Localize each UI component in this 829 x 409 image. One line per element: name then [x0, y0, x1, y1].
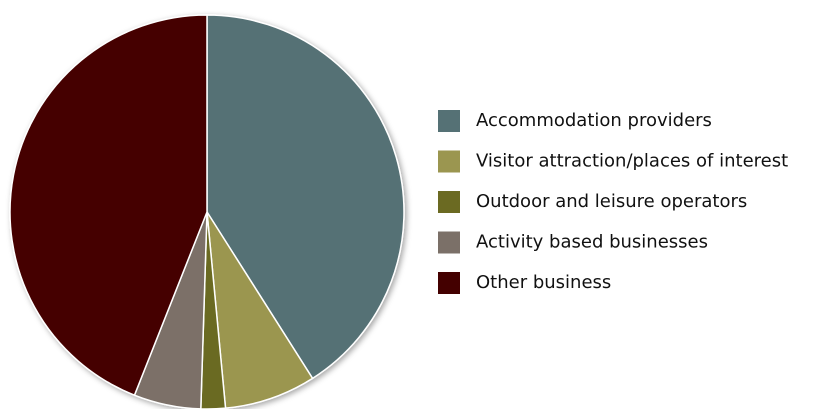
pie	[9, 14, 405, 409]
legend-swatch	[438, 110, 460, 132]
legend-swatch	[438, 272, 460, 294]
pie-slice	[9, 14, 208, 397]
pie-slice	[206, 14, 405, 380]
legend-label: Activity based businesses	[476, 232, 708, 253]
legend-label: Outdoor and leisure operators	[476, 191, 747, 212]
legend-swatch	[438, 231, 460, 254]
legend-swatch	[438, 191, 460, 213]
legend-swatch	[438, 150, 460, 173]
legend-label: Accommodation providers	[476, 110, 712, 131]
legend-label: Other business	[476, 272, 611, 293]
legend-label: Visitor attraction/places of interest	[476, 151, 788, 172]
